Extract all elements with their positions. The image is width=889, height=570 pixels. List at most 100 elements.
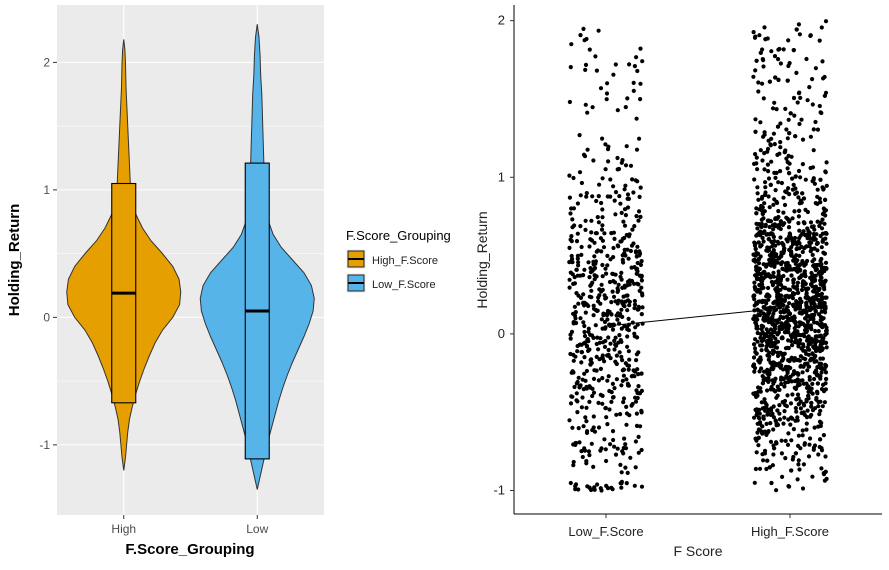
scatter-point	[771, 202, 776, 207]
scatter-point	[764, 405, 769, 410]
scatter-point	[765, 292, 770, 297]
scatter-point	[616, 244, 621, 249]
scatter-point	[605, 353, 610, 358]
scatter-point	[815, 320, 820, 325]
scatter-point	[803, 349, 808, 354]
scatter-point	[787, 311, 792, 316]
scatter-point	[753, 346, 758, 351]
scatter-point	[599, 249, 604, 254]
scatter-point	[626, 367, 631, 372]
scatter-point	[762, 167, 767, 172]
scatter-x-axis: Low_F.Score High_F.Score	[568, 514, 829, 539]
scatter-point	[786, 484, 791, 489]
scatter-point	[800, 191, 805, 196]
scatter-point	[823, 310, 828, 315]
scatter-point	[814, 373, 820, 378]
scatter-point	[632, 265, 637, 270]
scatter-point	[809, 336, 814, 341]
scatter-point	[570, 425, 575, 430]
scatter-point	[612, 347, 617, 352]
scatter-point	[794, 253, 799, 258]
scatter-point	[627, 62, 632, 67]
scatter-point	[570, 394, 575, 399]
violins	[66, 24, 315, 490]
scatter-point	[633, 399, 639, 404]
scatter-point	[823, 323, 828, 328]
scatter-point	[813, 341, 818, 346]
scatter-point	[587, 347, 592, 352]
scatter-point	[779, 451, 785, 456]
scatter-point	[598, 392, 603, 397]
scatter-point	[782, 409, 787, 414]
scatter-point	[608, 356, 613, 361]
scatter-point	[611, 72, 616, 77]
scatter-point	[597, 182, 602, 187]
scatter-point	[793, 334, 798, 340]
scatter-point	[796, 344, 801, 349]
scatter-point	[776, 57, 781, 62]
scatter-point	[821, 206, 826, 211]
scatter-point	[783, 438, 788, 443]
scatter-point	[636, 384, 641, 389]
scatter-point	[814, 291, 819, 296]
scatter-point	[611, 255, 616, 260]
scatter-point	[582, 267, 587, 272]
scatter-point	[604, 91, 610, 96]
scatter-point	[823, 454, 828, 459]
scatter-point	[758, 389, 763, 394]
scatter-point	[770, 367, 775, 372]
scatter-point	[751, 29, 756, 35]
scatter-point	[805, 319, 811, 324]
scatter-point	[773, 175, 778, 180]
scatter-point	[766, 237, 771, 242]
scatter-point	[814, 286, 819, 291]
scatter-point	[571, 358, 576, 363]
scatter-point	[818, 376, 823, 381]
scatter-point	[589, 288, 594, 293]
scatter-point	[639, 484, 645, 489]
scatter-point	[782, 246, 787, 251]
scatter-point	[627, 232, 632, 237]
scatter-point	[571, 206, 577, 211]
scatter-point	[762, 312, 767, 317]
scatter-point	[757, 466, 763, 471]
scatter-point	[619, 354, 624, 359]
scatter-point	[753, 34, 758, 39]
scatter-point	[823, 363, 829, 368]
scatter-point	[806, 286, 811, 291]
scatter-point	[757, 369, 762, 374]
scatter-point	[625, 470, 630, 475]
scatter-point	[621, 260, 626, 265]
scatter-point	[804, 56, 809, 62]
scatter-point	[596, 378, 602, 383]
scatter-point	[764, 348, 769, 353]
scatter-point	[628, 248, 634, 254]
scatter-point	[600, 136, 605, 141]
scatter-point	[622, 207, 628, 212]
scatter-point	[822, 251, 827, 256]
scatter-point	[794, 27, 799, 32]
y-tick-label: 2	[43, 55, 50, 69]
scatter-point	[774, 488, 779, 493]
scatter-point	[619, 210, 624, 215]
scatter-point	[801, 462, 807, 467]
legend-label-high: High_F.Score	[372, 255, 438, 267]
scatter-point	[608, 341, 613, 346]
scatter-point	[784, 189, 789, 194]
scatter-point	[634, 55, 639, 60]
scatter-point	[791, 304, 796, 309]
scatter-point	[639, 410, 644, 415]
scatter-point	[753, 436, 758, 441]
scatter-point	[808, 165, 813, 171]
scatter-point	[634, 214, 639, 219]
scatter-point	[823, 170, 828, 175]
scatter-point	[810, 102, 815, 107]
scatter-point	[591, 464, 596, 469]
scatter-point	[804, 397, 809, 402]
scatter-point	[639, 273, 644, 278]
scatter-point	[630, 320, 635, 325]
scatter-point	[613, 342, 618, 347]
scatter-point	[612, 236, 617, 241]
scatter-point	[575, 256, 580, 261]
scatter-point	[568, 259, 574, 264]
